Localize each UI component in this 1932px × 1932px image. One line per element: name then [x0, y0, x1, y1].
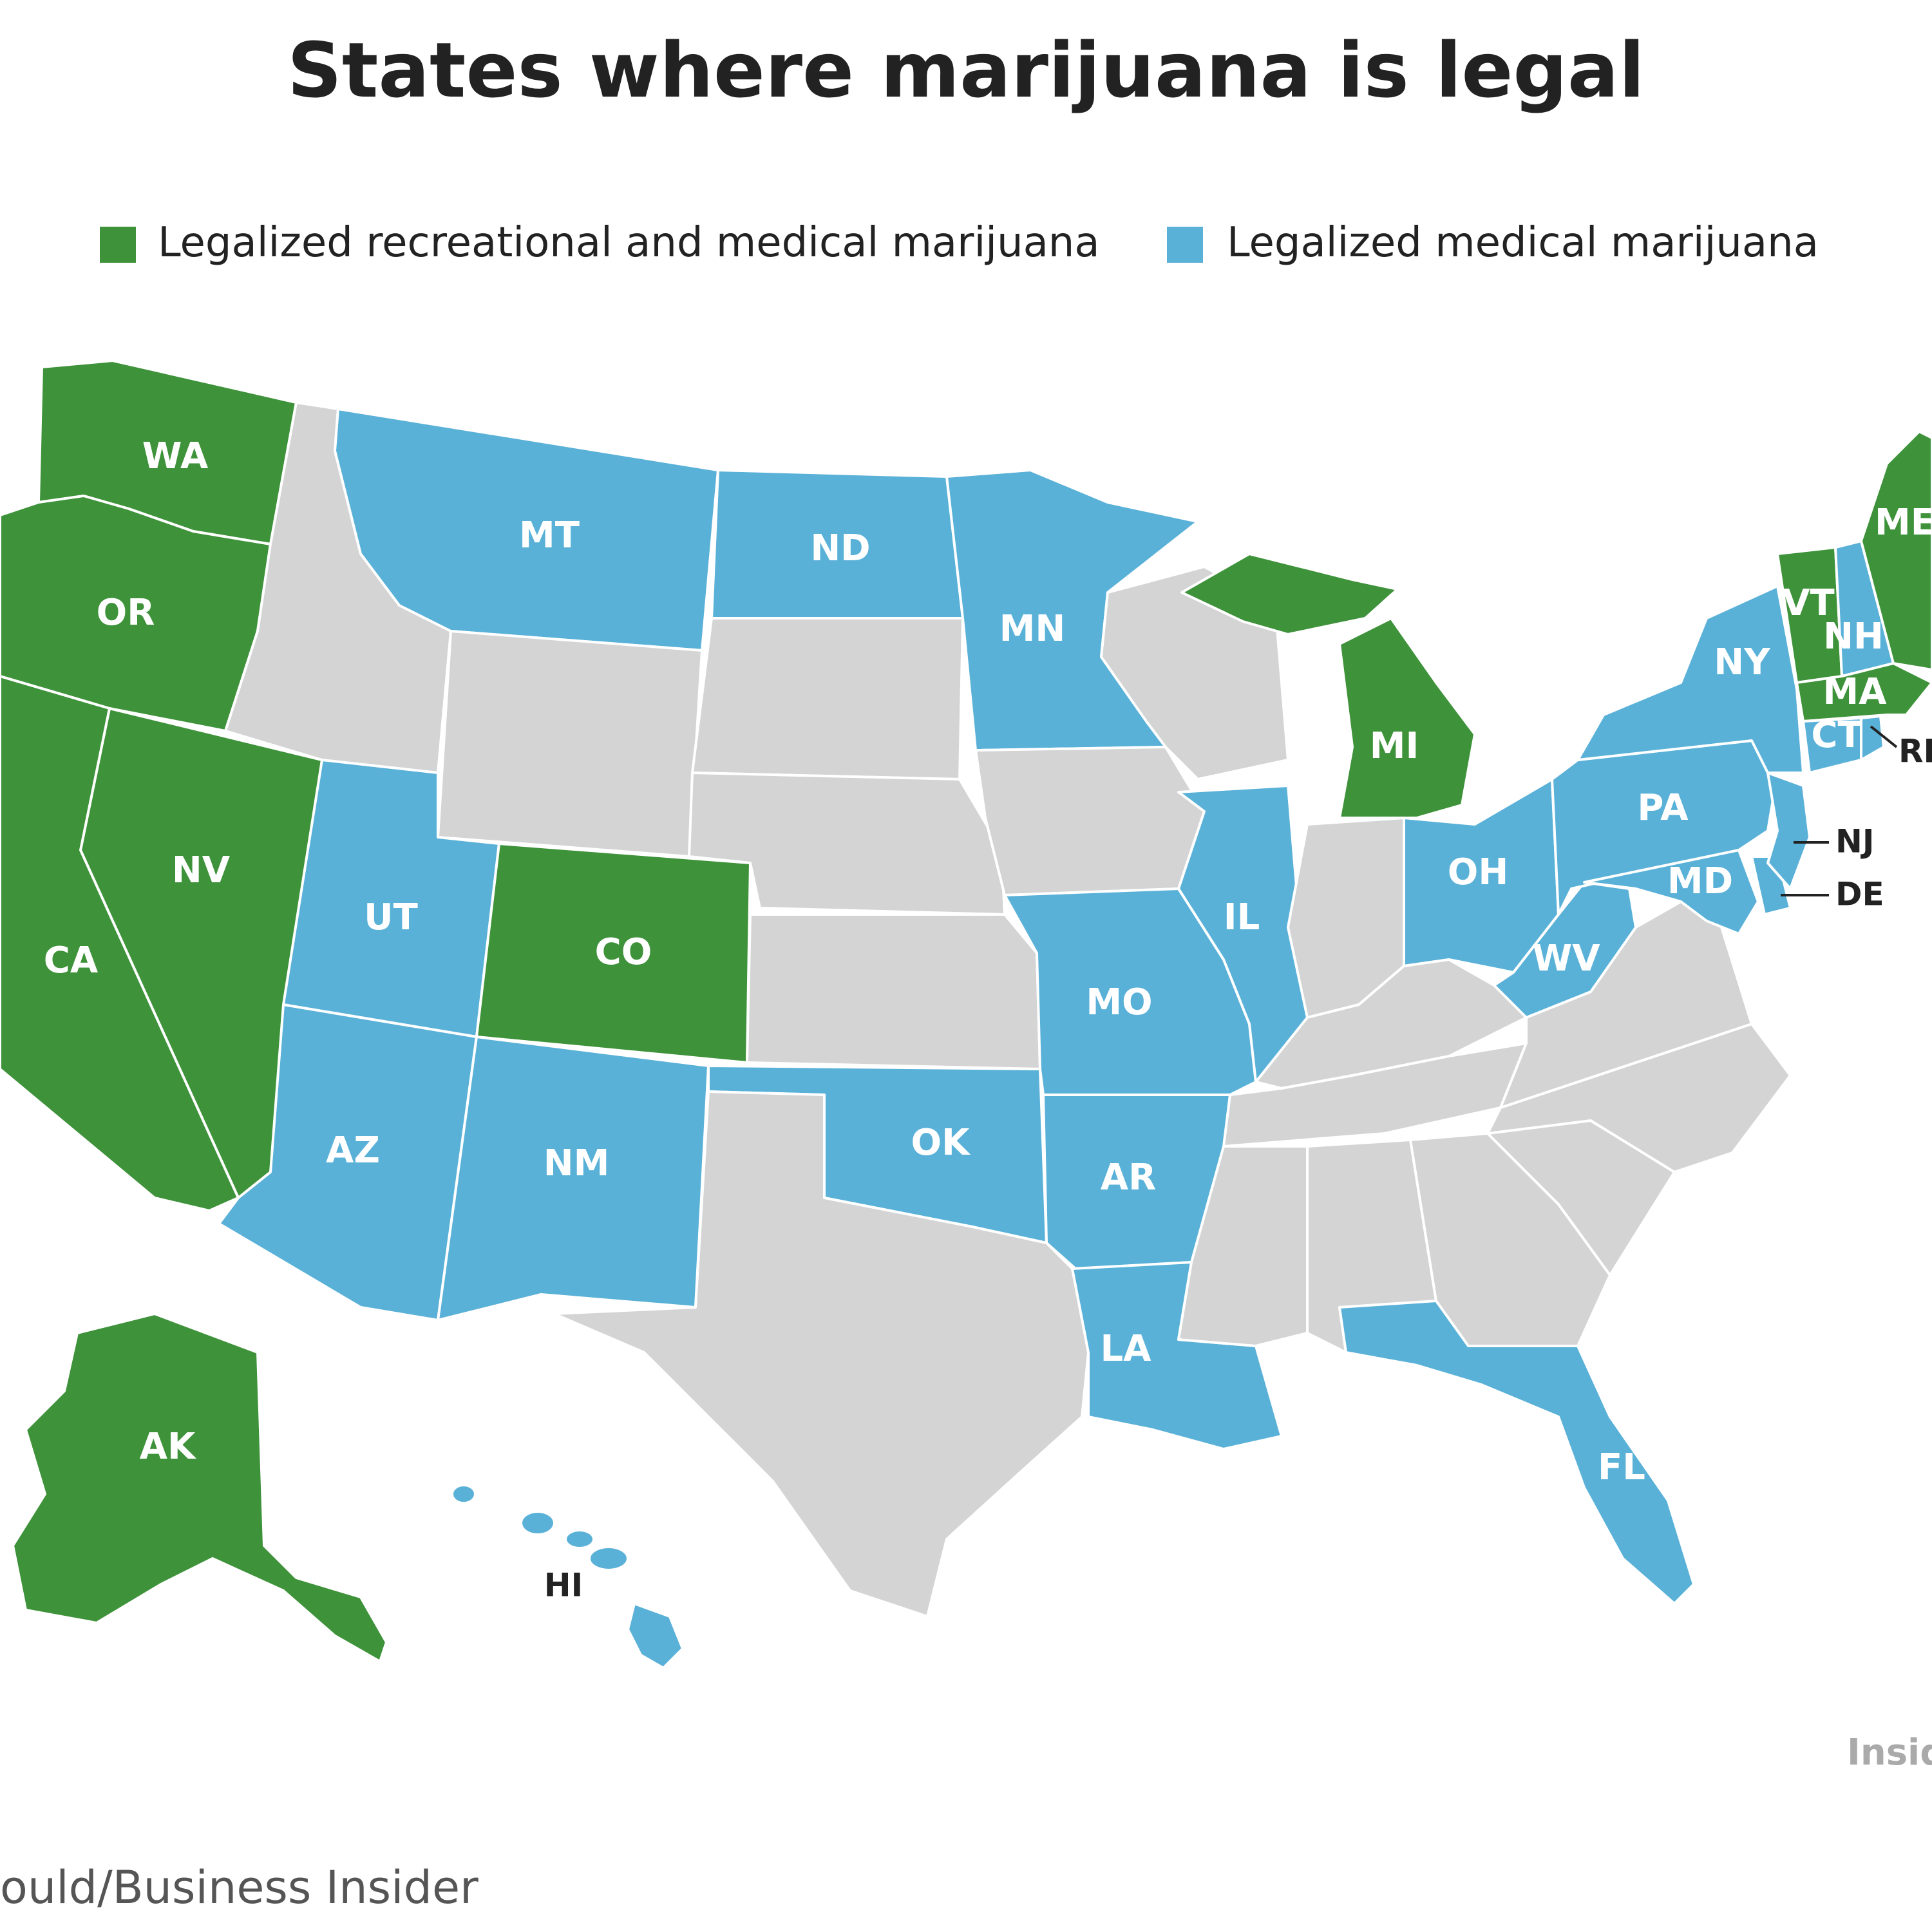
state-label-HI: HI	[544, 1567, 583, 1604]
state-NY	[1577, 585, 1804, 774]
state-AK	[12, 1312, 388, 1663]
state-label-CO: CO	[595, 931, 652, 973]
state-label-WA: WA	[142, 435, 209, 477]
source-credit: ould/Business Insider	[0, 1861, 478, 1914]
state-label-MD: MD	[1667, 860, 1733, 902]
state-label-OR: OR	[97, 592, 155, 634]
state-TX	[553, 1090, 1090, 1618]
state-label-OH: OH	[1448, 851, 1508, 893]
publisher-logo: Insid	[1847, 1732, 1932, 1774]
state-label-ND: ND	[810, 527, 870, 569]
state-RI	[1860, 715, 1885, 761]
state-label-NY: NY	[1714, 641, 1771, 683]
state-NM	[437, 1036, 710, 1321]
state-label-MN: MN	[999, 608, 1066, 650]
state-label-ME: ME	[1875, 502, 1932, 544]
state-label-UT: UT	[364, 896, 418, 938]
state-FL	[1338, 1300, 1695, 1605]
state-label-OK: OK	[911, 1122, 972, 1164]
state-label-NM: NM	[544, 1142, 610, 1184]
state-SD	[691, 617, 964, 781]
page-title: States where marijuana is legal	[287, 26, 1645, 115]
state-label-WV: WV	[1532, 938, 1600, 980]
state-label-CT: CT	[1811, 714, 1862, 756]
state-label-PA: PA	[1637, 787, 1689, 829]
state-shapes	[0, 359, 1932, 1669]
leader-line-RI	[1870, 725, 1898, 748]
state-label-FL: FL	[1598, 1446, 1645, 1488]
state-label-CA: CA	[44, 940, 99, 981]
state-label-RI: RI	[1899, 733, 1932, 770]
state-label-MI: MI	[1370, 725, 1419, 767]
state-label-VT: VT	[1782, 582, 1835, 624]
state-label-DE: DE	[1835, 876, 1884, 913]
state-KS	[746, 913, 1041, 1070]
state-label-NH: NH	[1823, 616, 1884, 658]
state-label-MA: MA	[1823, 671, 1887, 713]
state-NJ	[1766, 772, 1811, 890]
legend-label-recreational: Legalized recreational and medical marij…	[158, 219, 1100, 267]
state-label-AR: AR	[1101, 1157, 1156, 1198]
legend-swatch-recreational	[100, 227, 136, 263]
legend: Legalized recreational and medical marij…	[100, 219, 1819, 267]
state-label-LA: LA	[1100, 1328, 1151, 1370]
state-label-NJ: NJ	[1835, 823, 1874, 860]
state-HI	[451, 1484, 684, 1669]
state-NE	[688, 772, 1006, 916]
state-label-MO: MO	[1086, 981, 1152, 1023]
state-WY	[437, 630, 703, 858]
state-MT	[334, 408, 719, 652]
state-label-MT: MT	[519, 515, 580, 556]
legend-label-medical: Legalized medical marijuana	[1227, 219, 1819, 267]
legend-swatch-medical	[1167, 227, 1203, 263]
state-label-NV: NV	[172, 849, 231, 891]
state-CA	[0, 675, 240, 1212]
state-label-AZ: AZ	[326, 1130, 380, 1171]
state-label-AK: AK	[140, 1426, 197, 1468]
state-label-IL: IL	[1224, 896, 1260, 938]
callout-labels: HI RI NJ DE	[544, 725, 1932, 1604]
state-labels: WA OR CA NV MT ND MN UT CO AZ NM OK AR M…	[44, 435, 1932, 1488]
state-WV	[1493, 881, 1637, 1019]
state-IA	[974, 746, 1206, 896]
state-MD	[1583, 849, 1759, 935]
state-MI	[1338, 617, 1476, 819]
state-NC	[1486, 1023, 1792, 1173]
state-MI-upper	[1180, 553, 1399, 636]
